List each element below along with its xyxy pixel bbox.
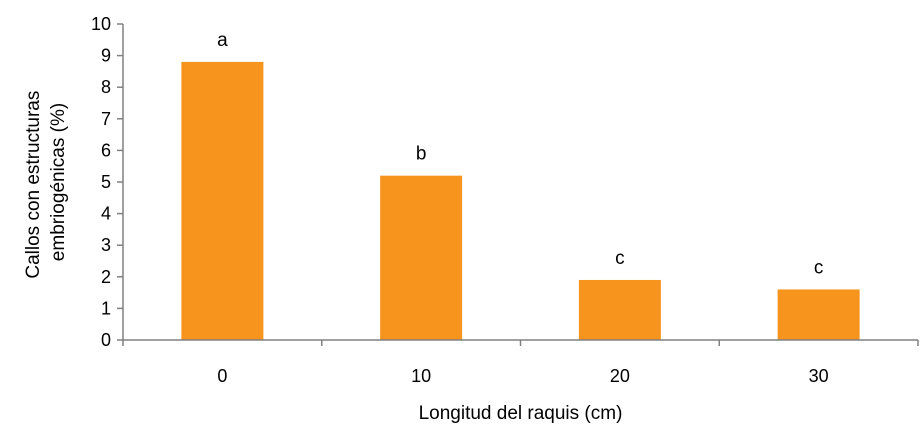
y-axis-title: Callos con estructuras embriogénicas (%) (23, 85, 69, 278)
x-axis-title: Longitud del raquis (cm) (419, 403, 623, 424)
bar (777, 289, 860, 340)
x-tick-label: 10 (411, 366, 431, 386)
y-tick-label: 9 (101, 46, 111, 66)
y-tick-label: 7 (101, 109, 111, 129)
y-tick-label: 5 (101, 172, 111, 192)
y-tick-label: 0 (101, 330, 111, 350)
y-tick-label: 2 (101, 267, 111, 287)
y-tick-label: 8 (101, 77, 111, 97)
y-axis-title-line-2: embriogénicas (%) (48, 103, 69, 261)
data-label: c (615, 248, 625, 269)
y-axis-ticks: 0 1 2 3 4 5 6 7 8 9 10 (91, 14, 123, 350)
data-label: c (814, 257, 824, 278)
bars-group (181, 61, 860, 341)
y-tick-label: 4 (101, 204, 111, 224)
data-label: a (217, 30, 228, 51)
data-label: b (416, 144, 427, 165)
y-tick-label: 1 (101, 298, 111, 318)
y-axis-title-line-1: Callos con estructuras (23, 91, 44, 279)
bar (181, 61, 264, 341)
bar (578, 279, 661, 340)
bar (380, 175, 463, 340)
x-tick-label: 20 (610, 366, 630, 386)
y-tick-label: 10 (91, 14, 111, 34)
y-tick-label: 3 (101, 235, 111, 255)
data-labels-group: a b c c (217, 30, 823, 279)
y-tick-label: 6 (101, 140, 111, 160)
x-axis-ticks: 0 10 20 30 (122, 340, 919, 386)
x-tick-label: 0 (217, 366, 227, 386)
x-tick-label: 30 (809, 366, 829, 386)
